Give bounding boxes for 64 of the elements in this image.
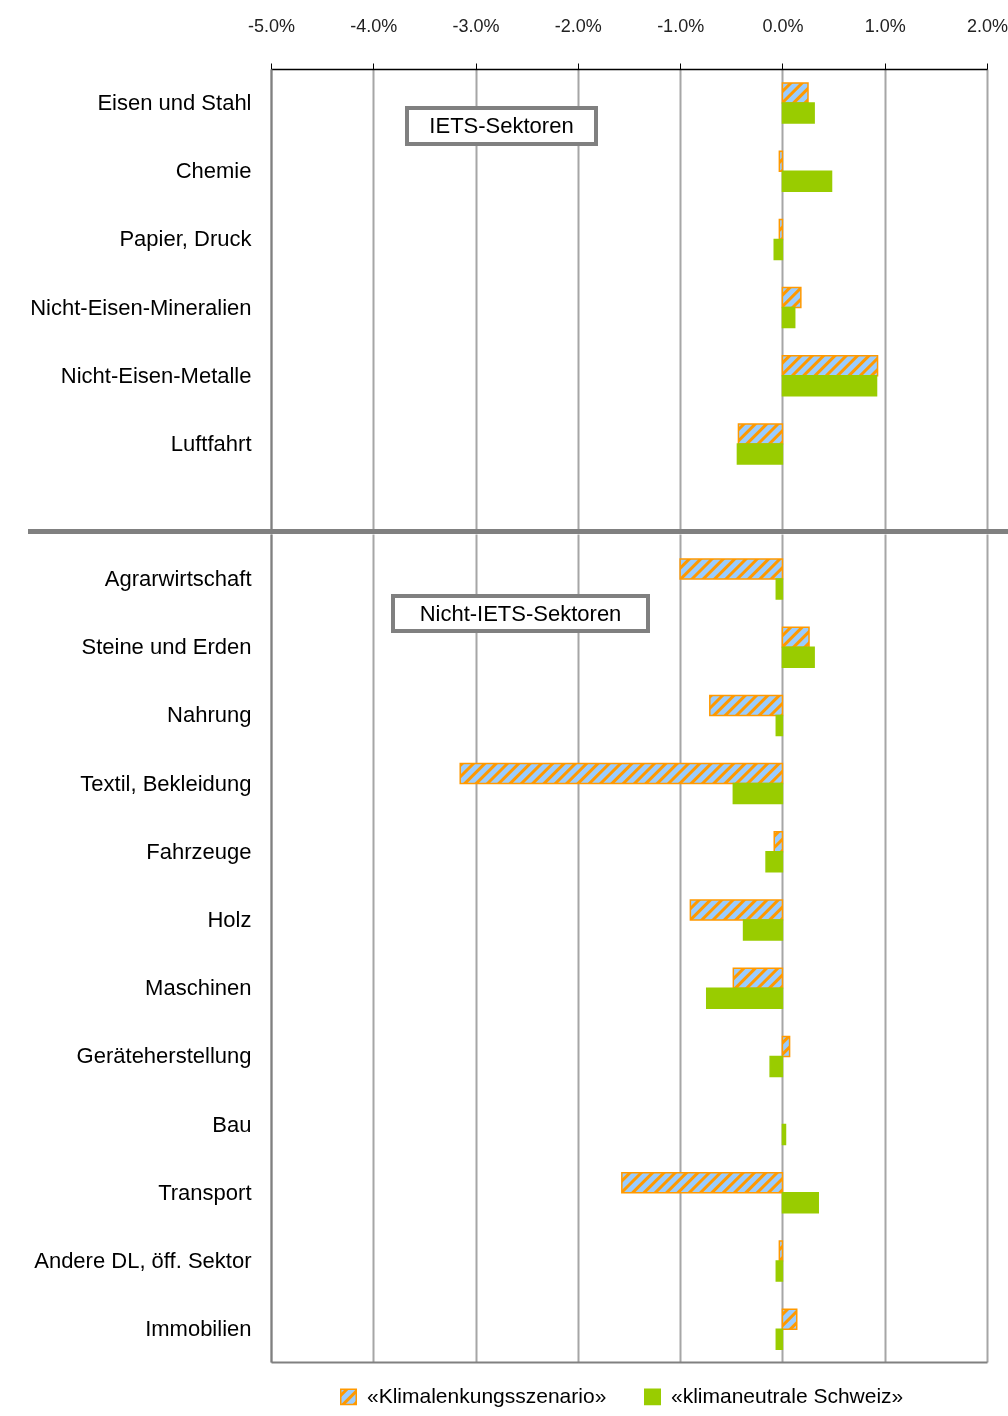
bar (775, 1260, 784, 1282)
bar (709, 694, 784, 717)
bar (732, 967, 784, 989)
bar (781, 1035, 791, 1058)
bar (781, 82, 809, 104)
bar (459, 762, 784, 785)
bar (705, 987, 784, 1009)
annotation: Nicht-IETS-Sektoren (419, 600, 622, 626)
y-tick-label: Agrarwirtschaft (104, 566, 252, 591)
bar (773, 238, 784, 261)
y-tick-label: Chemie (175, 158, 252, 184)
bar (781, 286, 802, 309)
bar (775, 1328, 784, 1350)
bar (689, 899, 784, 921)
bar (781, 170, 833, 192)
y-tick-label: Steine und Erden (81, 634, 252, 660)
y-tick-label: Immobilien (145, 1316, 252, 1342)
bar (773, 831, 784, 853)
bar (781, 646, 815, 668)
x-tick-label: -2.0% (554, 15, 602, 36)
bar (742, 919, 784, 941)
bar (775, 714, 784, 737)
y-tick-label: Nahrung (167, 702, 252, 728)
bar (781, 102, 815, 124)
annotation: IETS-Sektoren (429, 113, 574, 138)
x-tick-label: -4.0% (350, 15, 398, 36)
bar (679, 558, 784, 580)
label-frame: IETS-Sektoren (405, 106, 598, 146)
x-tick-label: -5.0% (247, 15, 296, 36)
bar (736, 443, 784, 465)
bar (781, 1308, 798, 1330)
x-tick-label: 2.0% (966, 15, 1008, 36)
y-tick-label: Nicht-Eisen-Metalle (60, 362, 252, 388)
y-tick-label: Bau (212, 1111, 252, 1137)
bar (775, 578, 784, 600)
bar (769, 1055, 784, 1078)
y-tick-label: Textil, Bekleidung (80, 770, 252, 796)
y-tick-label: Holz (207, 907, 252, 932)
bar (737, 423, 784, 445)
bar (781, 626, 810, 648)
legend-label: «klimaneutrale Schweiz» (671, 1383, 904, 1407)
y-tick-label: Transport (158, 1179, 252, 1205)
y-tick-label: Fahrzeuge (146, 838, 252, 864)
bar (621, 1172, 784, 1194)
bar (778, 150, 784, 172)
bar (765, 851, 784, 873)
bar (781, 1192, 819, 1214)
bar (732, 782, 784, 805)
y-tick-label: Papier, Druck (119, 226, 253, 252)
x-tick-label: -1.0% (657, 15, 705, 36)
y-tick-label: Eisen und Stahl (97, 90, 252, 115)
y-tick-label: Luftfahrt (170, 431, 252, 456)
y-tick-label: Nicht-Eisen-Mineralien (30, 294, 252, 320)
x-tick-label: -3.0% (452, 15, 500, 36)
bar (781, 306, 796, 329)
y-tick-label: Maschinen (145, 975, 252, 1001)
bar (781, 355, 879, 377)
legend-label: «Klimalenkungsszenario» (367, 1383, 607, 1407)
y-tick-label: Andere DL, öff. Sektor (34, 1248, 252, 1273)
x-tick-label: 0.0% (762, 15, 804, 36)
label-frame: Nicht-IETS-Sektoren (391, 594, 650, 633)
x-tick-label: 1.0% (864, 15, 906, 36)
y-tick-label: Geräteherstellung (76, 1043, 252, 1069)
bar (781, 375, 878, 397)
